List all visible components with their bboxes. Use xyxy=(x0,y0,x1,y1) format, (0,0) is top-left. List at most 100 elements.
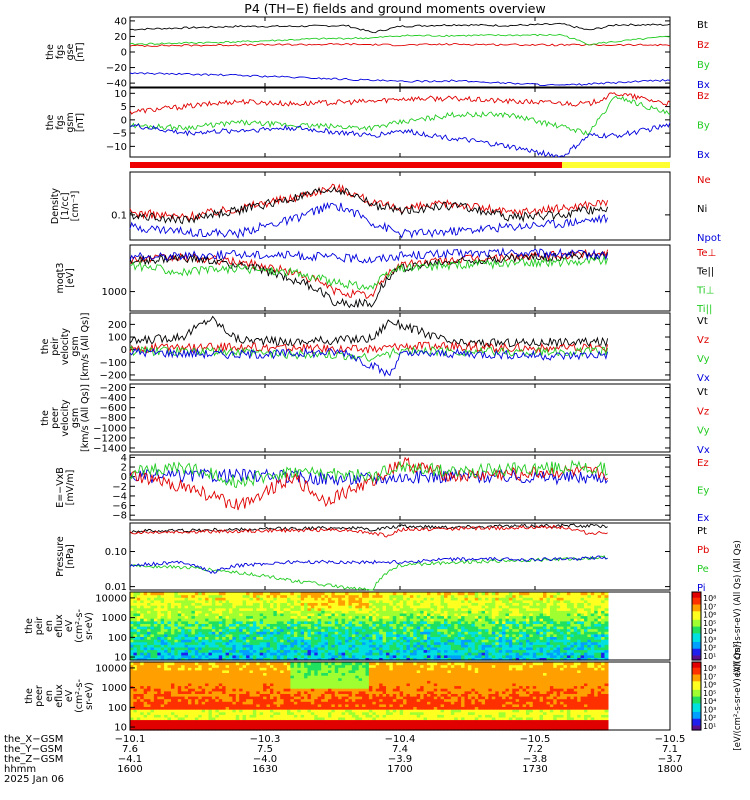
spectrogram-cell xyxy=(252,657,257,661)
legend-label: Pb xyxy=(697,545,709,556)
spectrogram-cell xyxy=(454,615,459,619)
spectrogram-cell xyxy=(201,709,206,713)
spectrogram-cell xyxy=(201,719,206,723)
spectrogram-cell xyxy=(225,594,230,598)
spectrogram-cell xyxy=(229,602,233,606)
spectrogram-cell xyxy=(536,592,541,596)
spectrogram-cell xyxy=(590,607,595,611)
spectrogram-cell xyxy=(543,654,547,658)
spectrogram-cell xyxy=(358,597,363,601)
spectrogram-cell xyxy=(235,610,240,614)
spectrogram-cell xyxy=(287,628,291,632)
spectrogram-cell xyxy=(140,633,145,637)
spectrogram-cell xyxy=(150,669,155,673)
spectrogram-cell xyxy=(543,644,547,648)
spectrogram-cell xyxy=(362,644,367,648)
spectrogram-cell xyxy=(140,599,145,603)
spectrogram-cell xyxy=(495,623,500,627)
colorbar-tick-label: 10⁶ xyxy=(703,611,716,620)
spectrogram-cell xyxy=(604,652,609,656)
spectrogram-cell xyxy=(529,646,534,651)
spectrogram-cell xyxy=(314,639,319,643)
spectrogram-cell xyxy=(553,597,558,601)
series-line-te xyxy=(129,250,609,309)
spectrogram-cell xyxy=(252,602,257,606)
spectrogram-cell xyxy=(164,594,169,598)
spectrogram-cell xyxy=(365,628,370,632)
spectrogram-cell xyxy=(276,610,281,614)
colorbar-segment xyxy=(692,602,701,605)
spectrogram-cell xyxy=(450,639,455,643)
spectrogram-cell xyxy=(526,641,530,645)
spectrogram-cell xyxy=(375,644,380,648)
spectrogram-cell xyxy=(338,652,343,656)
spectrogram-cell xyxy=(355,602,360,606)
spectrogram-cell xyxy=(338,623,343,627)
spectrogram-cell xyxy=(485,618,489,622)
spectrogram-cell xyxy=(157,690,162,694)
spectrogram-cell xyxy=(358,654,363,658)
y-axis-label: (cm²-s- xyxy=(74,609,85,643)
spectrogram-cell xyxy=(334,641,339,645)
spectrogram-cell xyxy=(556,631,561,635)
spectrogram-cell xyxy=(222,719,227,723)
spectrogram-cell xyxy=(488,620,493,624)
spectrogram-cell xyxy=(498,636,503,640)
spectrogram-cell xyxy=(229,597,233,601)
spectrogram-cell xyxy=(392,605,397,609)
spectrogram-cell xyxy=(235,636,240,640)
colorbar-tick-label: 10² xyxy=(703,644,716,653)
spectrogram-cell xyxy=(256,615,261,619)
spectrogram-cell xyxy=(211,672,216,676)
spectrogram-cell xyxy=(573,636,578,640)
spectrogram-cell xyxy=(474,605,479,609)
spectrogram-cell xyxy=(529,654,534,658)
spectrogram-cell xyxy=(474,649,479,653)
spectrogram-cell xyxy=(232,711,237,715)
spectrogram-cell xyxy=(174,690,179,694)
spectrogram-cell xyxy=(188,719,192,723)
spectrogram-cell xyxy=(502,610,507,614)
spectrogram-cell xyxy=(365,610,370,614)
spectrogram-cell xyxy=(348,641,353,645)
spectrogram-cell xyxy=(249,620,254,624)
legend-label: Vt xyxy=(697,316,708,327)
spectrogram-cell xyxy=(249,693,254,697)
spectrogram-cell xyxy=(580,605,585,609)
spectrogram-cell xyxy=(314,618,319,622)
spectrogram-cell xyxy=(580,639,585,643)
spectrogram-cell xyxy=(413,644,418,648)
spectrogram-cell xyxy=(447,631,452,635)
spectrogram-cell xyxy=(416,597,421,601)
spectrogram-cell xyxy=(140,597,145,601)
spectrogram-cell xyxy=(502,592,507,596)
spectrogram-cell xyxy=(133,688,138,692)
spectrogram-cell xyxy=(601,633,606,637)
spectrogram-cell xyxy=(351,607,356,611)
spectrogram-cell xyxy=(515,599,520,603)
spectrogram-cell xyxy=(174,599,179,603)
spectrogram-cell xyxy=(392,620,397,624)
spectrogram-cell xyxy=(566,644,571,648)
spectrogram-cell xyxy=(502,605,507,609)
spectrogram-cell xyxy=(153,597,158,601)
colorbar-segment xyxy=(692,644,701,647)
spectrogram-cell xyxy=(464,607,469,611)
spectrogram-cell xyxy=(297,657,302,661)
spectrogram-cell xyxy=(399,607,404,611)
spectrogram-cell xyxy=(355,594,360,598)
spectrogram-cell xyxy=(481,654,486,658)
spectrogram-cell xyxy=(208,592,213,596)
spectrogram-cell xyxy=(222,701,227,705)
spectrogram-cell xyxy=(566,641,571,645)
spectrogram-cell xyxy=(379,636,384,640)
spectrogram-cell xyxy=(177,703,182,707)
spectrogram-cell xyxy=(242,724,247,728)
spectrogram-cell xyxy=(307,592,312,596)
spectrogram-cell xyxy=(143,669,148,673)
spectrogram-cell xyxy=(495,594,500,598)
spectrogram-cell xyxy=(208,646,213,651)
spectrogram-cell xyxy=(222,703,227,707)
spectrogram-cell xyxy=(474,599,479,603)
